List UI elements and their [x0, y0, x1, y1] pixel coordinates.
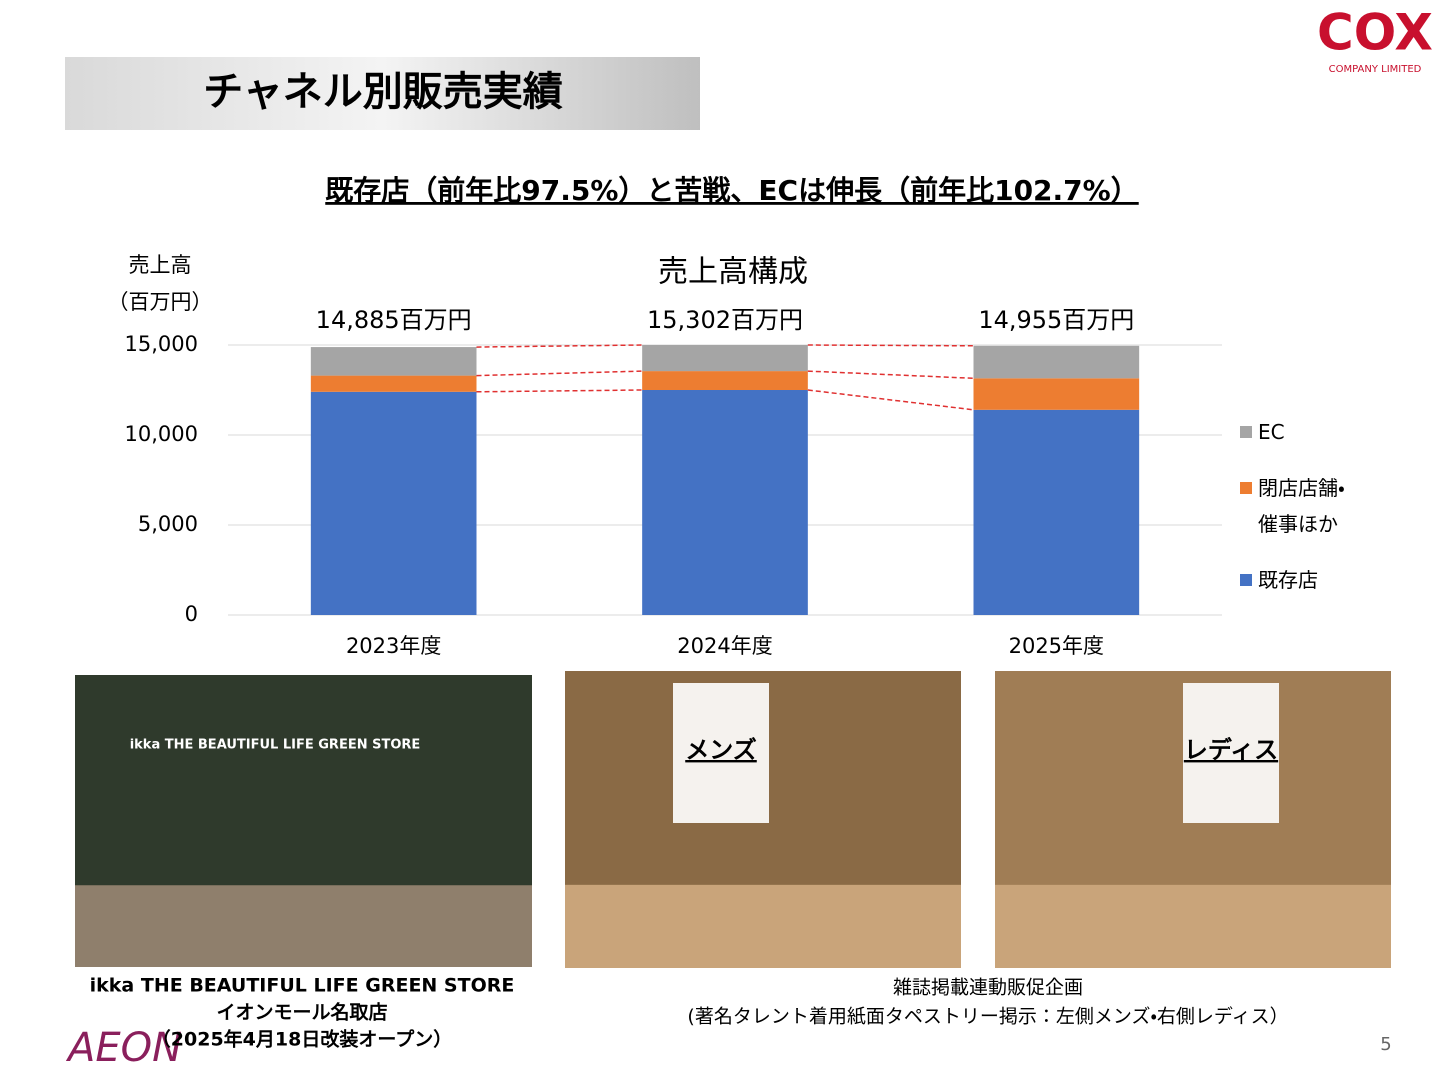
total-label: 15,302百万円	[647, 306, 803, 334]
photo-floor	[995, 884, 1391, 968]
connector-line	[807, 344, 974, 347]
bar-segment	[642, 390, 808, 615]
x-tick-label: 2023年度	[346, 634, 441, 658]
y-axis-label: 売上高	[129, 253, 192, 277]
bar-segment	[973, 409, 1140, 615]
photo-caption: イオンモール名取店	[216, 1001, 387, 1024]
legend-swatch	[1240, 426, 1252, 438]
tapestry	[673, 683, 769, 823]
legend-swatch	[1240, 574, 1252, 586]
legend: EC 閉店店舗・催事ほか既存店	[1240, 420, 1362, 624]
y-tick-label: 15,000	[125, 332, 198, 356]
photo-caption: （2025年4月18日改装オープン）	[152, 1028, 452, 1051]
store-sign: ikka THE BEAUTIFUL LIFE GREEN STORE	[130, 738, 421, 753]
y-axis-label: （百万円）	[108, 290, 213, 314]
legend-item: EC	[1240, 420, 1362, 450]
chart-title: 売上高構成	[658, 255, 808, 290]
tapestry-label: レディス	[1184, 736, 1278, 764]
legend-item: 既存店	[1240, 568, 1362, 598]
logo-sub: COMPANY LIMITED	[1329, 64, 1422, 75]
x-tick-label: 2025年度	[1009, 634, 1104, 658]
photo-floor	[75, 885, 532, 967]
logo: COX	[1317, 4, 1433, 62]
total-label: 14,885百万円	[316, 306, 472, 334]
connector-line	[476, 344, 643, 348]
y-tick-label: 10,000	[125, 422, 198, 446]
subtitle: 既存店（前年比97.5%）と苦戦、ECは伸長（前年比102.7%）	[325, 174, 1138, 207]
total-label: 14,955百万円	[978, 306, 1134, 334]
footer-logo: AEON	[65, 1025, 182, 1071]
connector-line	[476, 370, 643, 377]
x-tick-label: 2024年度	[677, 634, 772, 658]
tapestry	[1183, 683, 1279, 823]
legend-item: 閉店店舗・催事ほか	[1240, 476, 1362, 542]
bar-segment	[310, 391, 477, 615]
photo-caption: (著名タレント着用紙面タペストリー掲示：左側メンズ・右側レディス）	[687, 1006, 1288, 1028]
y-tick-label: 0	[185, 602, 198, 626]
y-tick-label: 5,000	[138, 512, 198, 536]
legend-label: 閉店店舗・催事ほか	[1258, 476, 1345, 536]
legend-swatch	[1240, 482, 1252, 494]
photo-caption: 雑誌掲載連動販促企画	[893, 977, 1083, 999]
photo-floor	[565, 884, 961, 968]
connector-line	[807, 389, 974, 411]
bar-segment	[310, 347, 477, 376]
bar-segment	[642, 371, 808, 390]
plot-area	[310, 345, 1140, 615]
connector-line	[807, 370, 974, 380]
connector-line	[476, 389, 643, 393]
slide-title: チャネル別販売実績	[203, 69, 563, 115]
tapestry-label: メンズ	[685, 736, 757, 764]
legend-label: EC	[1258, 420, 1285, 444]
bar-segment	[973, 378, 1140, 410]
page-number: 5	[1380, 1034, 1391, 1055]
photo-caption: ikka THE BEAUTIFUL LIFE GREEN STORE	[90, 975, 515, 997]
bar-segment	[642, 345, 808, 372]
bar-segment	[973, 345, 1140, 379]
title-bar	[65, 57, 700, 130]
legend-label: 既存店	[1258, 568, 1318, 592]
bar-segment	[310, 375, 477, 392]
